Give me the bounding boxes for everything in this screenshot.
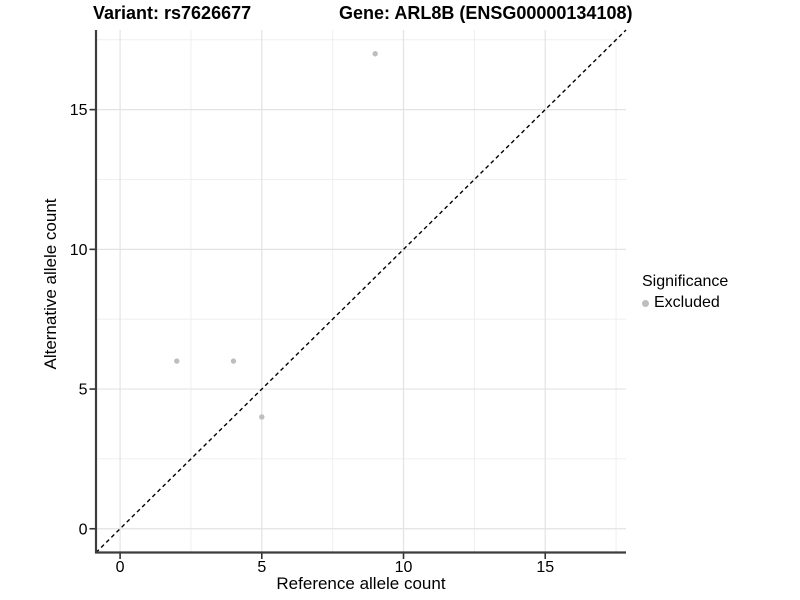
legend-title: Significance	[642, 273, 729, 290]
legend: Significance Excluded	[642, 272, 728, 312]
identity-dashed-line	[95, 29, 627, 553]
variant-title: Variant: rs7626677	[93, 3, 252, 23]
data-point	[372, 51, 378, 57]
circle-icon	[642, 299, 649, 307]
y-tick-label: 5	[79, 382, 88, 399]
x-axis-title: Reference allele count	[276, 574, 446, 593]
y-axis-title: Alternative allele count	[41, 198, 60, 370]
data-point	[230, 358, 237, 364]
legend-item-label: Excluded	[654, 294, 720, 311]
y-tick-label: 15	[70, 102, 88, 119]
x-tick-label: 10	[395, 559, 413, 576]
gene-title: Gene: ARL8B (ENSG00000134108)	[339, 3, 633, 23]
y-tick-label: 0	[79, 521, 88, 538]
x-tick-label: 0	[116, 559, 125, 576]
y-tick-label: 10	[70, 242, 88, 259]
legend-item-excluded: Excluded	[642, 294, 728, 312]
data-point	[174, 358, 180, 364]
x-tick-label: 15	[536, 559, 554, 576]
x-tick-label: 5	[257, 559, 266, 576]
data-point	[259, 414, 265, 420]
